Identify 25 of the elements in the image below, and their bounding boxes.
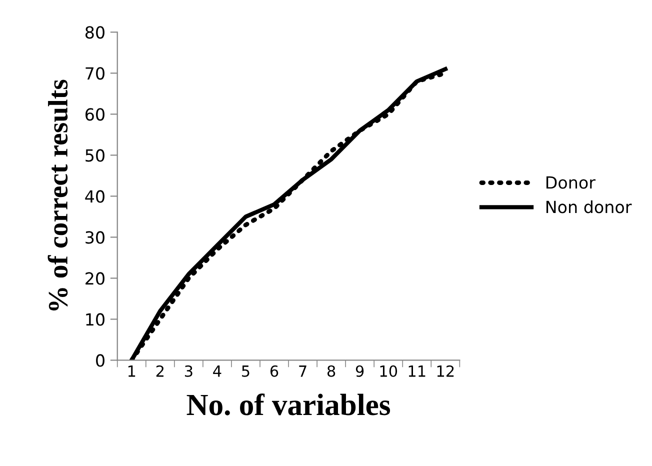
x-tick-label: 6 [270,365,278,377]
x-tick-label: 7 [299,366,306,377]
x-tick-label: 5 [242,366,250,377]
x-tick-label: 8 [327,365,336,377]
legend-label: Donor [546,176,596,189]
y-tick-label: 70 [86,67,104,80]
x-tick-label: 2 [156,365,164,377]
y-tick-label: 40 [85,190,104,203]
y-tick-label: 60 [86,108,104,121]
y-tick-label: 80 [85,26,104,39]
y-axis-title: % of correct results [48,80,68,310]
y-tick-label: 10 [86,313,104,326]
x-tick-label: 11 [408,366,426,377]
x-axis-title: No. of variables [186,393,390,416]
y-tick-label: 0 [96,354,104,367]
y-tick-label: 30 [86,231,104,244]
x-tick-label: 9 [356,365,364,377]
legend-label: Non donor [546,200,632,214]
x-tick-label: 1 [128,366,136,377]
x-tick-label: 12 [437,365,454,377]
y-tick-label: 20 [86,272,104,285]
y-tick-label: 50 [86,149,104,162]
x-tick-label: 3 [184,365,192,377]
x-tick-label: 4 [213,366,222,377]
x-tick-label: 10 [380,365,398,377]
